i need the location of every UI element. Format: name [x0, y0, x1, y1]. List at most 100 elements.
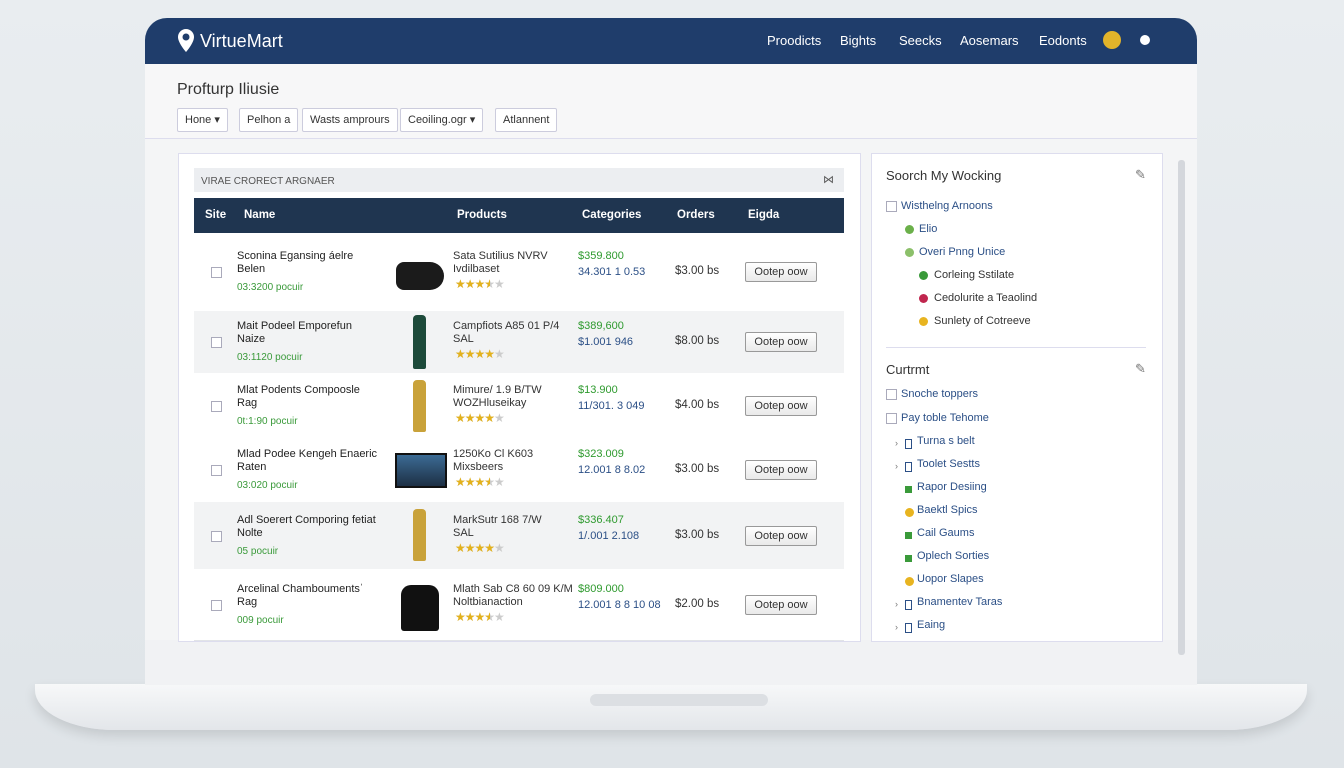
product-name: Sconina Egansing áelre Belen — [237, 250, 354, 275]
filter-item[interactable]: Oplech Sorties — [917, 550, 990, 562]
filter-item[interactable]: Sunlety of Cotreeve — [934, 315, 1031, 327]
orders: $8.00 bs — [675, 335, 720, 347]
filter-item[interactable]: Corleing Sstilate — [934, 269, 1015, 281]
product-line: Sata Sutilius NVRV — [453, 250, 548, 262]
rating-fill: ★★★★★ — [455, 277, 490, 291]
page-title: Profturp Iliusie — [177, 81, 280, 98]
tree-caret: › — [895, 599, 898, 609]
laptop-notch — [590, 694, 768, 706]
toolbar-dropdown[interactable]: Ceoiling.ogr ▾ — [400, 108, 484, 132]
checkbox[interactable] — [886, 413, 897, 424]
row-checkbox[interactable] — [211, 465, 222, 476]
nav-item[interactable]: Seecks — [899, 33, 942, 48]
filter-item[interactable]: Overi Pnng Unice — [919, 246, 1006, 258]
row-action[interactable]: Ootep oow — [745, 395, 817, 416]
row-action[interactable]: Ootep oow — [745, 332, 817, 352]
toolbar-button[interactable]: Pelhon a — [239, 108, 299, 132]
checkbox[interactable] — [886, 389, 897, 400]
tree-caret: › — [895, 622, 898, 632]
product-sku: 03:020 pocuir — [237, 480, 298, 491]
row-action[interactable]: Ootep oow — [745, 262, 817, 282]
filter-item[interactable]: Cedolurite a Teaolind — [934, 292, 1038, 304]
sidebar-title: Curtrmt — [886, 362, 930, 377]
column-header: Categories — [582, 209, 642, 221]
rating-fill: ★★★★★ — [455, 475, 490, 489]
price: $809.000 — [578, 582, 624, 595]
sidebar — [871, 153, 1163, 642]
top-bar — [145, 18, 1197, 64]
toolbar-dropdown[interactable]: Hone ▾ — [177, 108, 228, 132]
product-image — [413, 315, 426, 369]
price: $389,600 — [578, 320, 624, 332]
tree-caret: › — [895, 438, 898, 448]
column-header: Site — [205, 209, 227, 221]
product-image — [413, 380, 426, 432]
nav-item[interactable]: Eodonts — [1039, 33, 1087, 48]
status-dot — [905, 225, 914, 234]
orders: $3.00 bs — [675, 265, 720, 277]
rating-fill: ★★★★★ — [455, 540, 495, 555]
product-name: Arcelinal Chamboumentsˈ Rag — [237, 582, 364, 608]
product-line: 1250Ko Cl K603 — [453, 448, 534, 460]
edit-icon[interactable]: ✎ — [1135, 167, 1146, 182]
filter-item[interactable]: Toolet Sestts — [917, 458, 980, 470]
filter-item[interactable]: Snoche toppers — [901, 388, 979, 400]
row-checkbox[interactable] — [211, 267, 222, 278]
brand[interactable]: VirtueMart — [200, 31, 283, 51]
status-dot — [905, 248, 914, 257]
sidebar-title: Soorch My Wocking — [886, 168, 1002, 183]
product-sku: 03:1120 pocuir — [237, 352, 303, 363]
toolbar-button[interactable]: Wasts amprours — [302, 108, 398, 132]
filter-item[interactable]: Bnamentev Taras — [917, 596, 1003, 608]
product-line: Noltbianaction — [453, 595, 523, 608]
info-icon[interactable] — [1140, 35, 1150, 45]
panel-header — [194, 168, 844, 192]
row-checkbox[interactable] — [211, 400, 222, 412]
laptop-base — [35, 684, 1307, 730]
nav-item[interactable]: Proodicts — [767, 33, 822, 48]
row-checkbox[interactable] — [211, 337, 222, 348]
collapse-icon[interactable]: ⋈ — [823, 174, 834, 186]
row-checkbox[interactable] — [211, 530, 222, 542]
product-sku: 03:3200 pocuir — [237, 282, 304, 293]
filter-item[interactable]: Uopor Slapes — [917, 573, 984, 585]
row-action[interactable]: Ootep oow — [745, 460, 817, 480]
rating-fill: ★★★★★ — [455, 410, 495, 425]
rating: ★★★★★★★★★★ — [455, 540, 505, 555]
filter-item[interactable]: Elio — [919, 223, 938, 235]
tree-icon — [905, 462, 912, 472]
status-dot — [905, 508, 914, 517]
row-action[interactable]: Ootep oow — [745, 525, 817, 546]
price: $336.407 — [578, 513, 624, 526]
scrollbar — [1178, 160, 1185, 655]
filter-item[interactable]: Baektl Spics — [917, 504, 978, 516]
filter-item[interactable]: Rapor Desiing — [917, 481, 987, 493]
checkbox[interactable] — [886, 201, 897, 212]
filter-item[interactable]: Cail Gaums — [917, 527, 975, 539]
edit-icon[interactable]: ✎ — [1135, 361, 1146, 376]
tree-icon — [905, 600, 912, 610]
toolbar-label: Ceoiling.ogr — [408, 114, 467, 126]
product-name: Mlad Podee Kengeh Enaeric Raten — [237, 448, 378, 473]
rating: ★★★★★★★★★★ — [455, 609, 505, 624]
product-sku: 05 pocuir — [237, 545, 279, 557]
toolbar-button[interactable]: Atlannent — [495, 108, 558, 132]
product-line: WOZHluseikay — [453, 396, 527, 409]
product-line: SAL — [453, 526, 474, 539]
toolbar-label: Hone — [185, 114, 212, 126]
row-action[interactable]: Ootep oow — [745, 594, 817, 615]
product-line: Ivdilbaset — [453, 263, 500, 275]
filter-item[interactable]: Turna s belt — [917, 435, 975, 447]
filter-item[interactable]: Eaing — [917, 619, 946, 631]
product-image — [396, 262, 444, 290]
filter-item[interactable]: Pay toble Tehome — [901, 412, 989, 424]
price-code: 11/301. 3 049 — [578, 399, 645, 412]
row-checkbox[interactable] — [211, 599, 222, 611]
nav-item[interactable]: Aosemars — [960, 33, 1019, 48]
price-code: $1.001 946 — [578, 336, 634, 348]
status-square — [905, 486, 912, 493]
nav-item[interactable]: Bights — [840, 33, 877, 48]
avatar[interactable] — [1103, 31, 1121, 49]
filter-item[interactable]: Wisthelng Arnoons — [901, 200, 993, 212]
rating: ★★★★★★★★★★ — [455, 410, 505, 425]
